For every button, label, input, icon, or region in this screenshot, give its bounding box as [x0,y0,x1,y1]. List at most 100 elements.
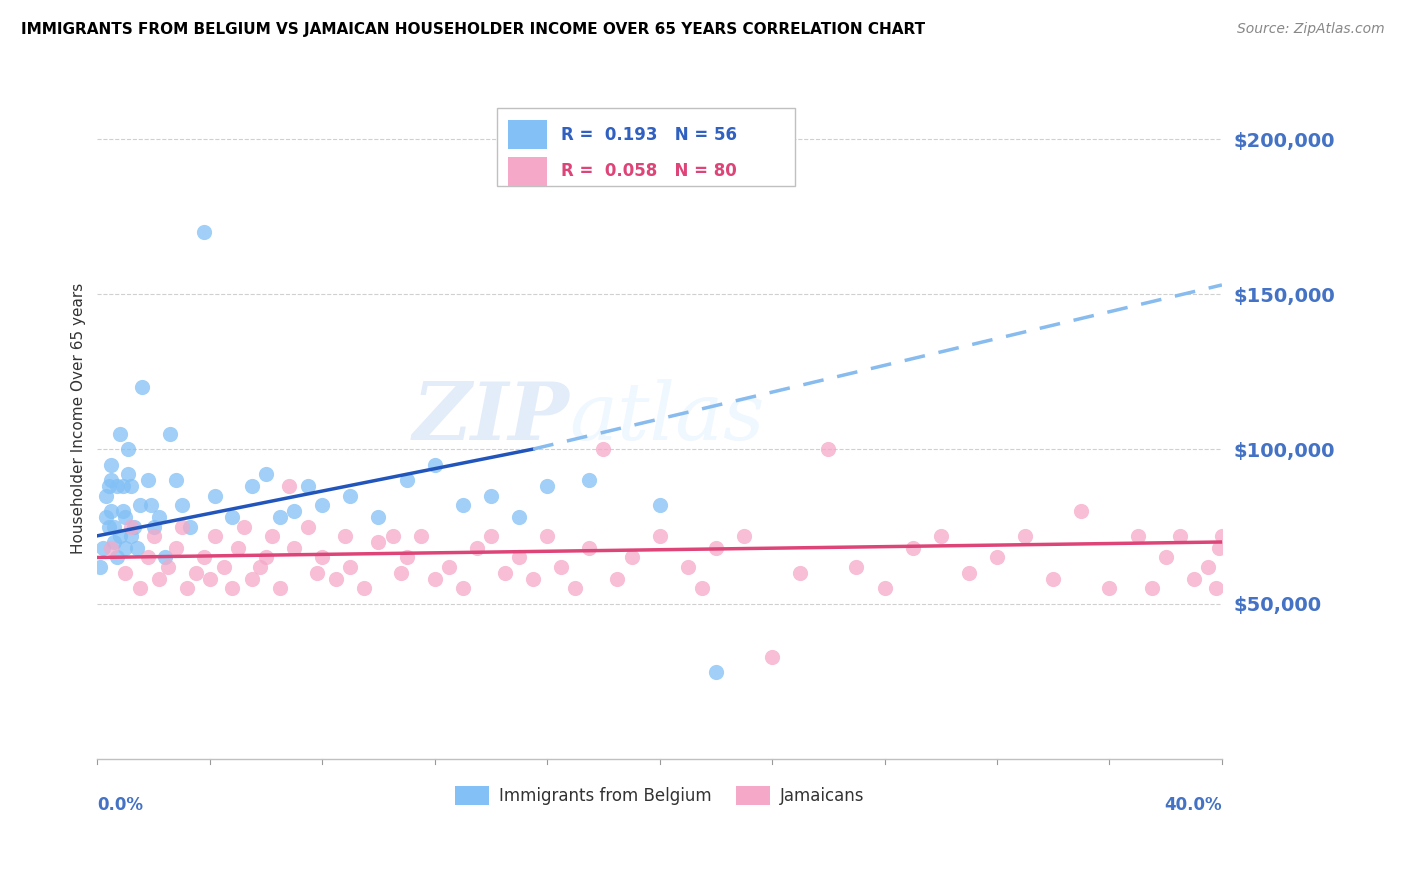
Point [184,566,207,580]
Point [221,582,243,596]
Point [297,479,319,493]
Point [94,510,117,524]
Point [479,489,502,503]
Point [125,541,148,556]
Point [353,582,375,596]
Point [789,566,811,580]
Point [437,559,460,574]
Point [1208,541,1230,556]
Y-axis label: Householder Income Over 65 years: Householder Income Over 65 years [72,283,86,554]
Point [114,510,136,524]
Point [536,529,558,543]
Point [111,504,134,518]
Point [325,572,347,586]
Point [451,498,474,512]
Point [232,519,254,533]
Point [114,566,136,580]
Point [269,582,291,596]
FancyBboxPatch shape [508,120,547,149]
Point [193,225,215,239]
Point [100,458,122,472]
Point [311,550,333,565]
Point [817,442,839,456]
Point [522,572,544,586]
Point [103,519,125,533]
Point [193,550,215,565]
Point [409,529,432,543]
Point [536,479,558,493]
Point [578,473,600,487]
Point [1154,550,1177,565]
Point [1197,559,1219,574]
Point [845,559,868,574]
Point [204,489,226,503]
Point [508,550,530,565]
Text: ZIP: ZIP [413,379,569,457]
Point [179,519,201,533]
Point [690,582,713,596]
Point [339,559,361,574]
Point [91,541,114,556]
Point [128,498,150,512]
Point [283,504,305,518]
Point [606,572,628,586]
Point [260,529,283,543]
Text: R =  0.193   N = 56: R = 0.193 N = 56 [561,126,737,144]
Point [153,550,176,565]
Point [156,559,179,574]
Point [367,510,389,524]
Point [221,510,243,524]
Point [148,572,170,586]
Point [100,473,122,487]
Point [1211,529,1233,543]
Text: atlas: atlas [569,379,765,457]
Point [165,473,187,487]
Point [733,529,755,543]
Point [592,442,614,456]
Point [269,510,291,524]
Point [254,550,277,565]
Point [97,519,120,533]
Point [108,426,131,441]
Point [873,582,896,596]
Point [240,479,263,493]
Point [648,529,671,543]
Point [423,572,446,586]
Point [111,479,134,493]
Point [159,426,181,441]
Point [620,550,643,565]
Point [389,566,412,580]
Point [283,541,305,556]
Point [367,535,389,549]
Point [120,519,142,533]
Point [1182,572,1205,586]
Point [117,467,139,481]
Text: 40.0%: 40.0% [1164,797,1222,814]
Point [136,550,159,565]
Point [423,458,446,472]
Point [1140,582,1163,596]
Point [1014,529,1036,543]
Point [128,582,150,596]
Point [578,541,600,556]
Point [508,510,530,524]
Point [170,498,193,512]
Point [395,473,418,487]
Point [761,649,783,664]
Point [648,498,671,512]
Point [564,582,586,596]
Point [1042,572,1064,586]
Point [105,479,128,493]
Legend: Immigrants from Belgium, Jamaicans: Immigrants from Belgium, Jamaicans [449,780,870,812]
Point [901,541,924,556]
Point [254,467,277,481]
Point [117,442,139,456]
Point [136,473,159,487]
Point [277,479,299,493]
Point [1070,504,1092,518]
Point [120,479,142,493]
Point [550,559,572,574]
Point [395,550,418,565]
Point [451,582,474,596]
Point [103,535,125,549]
